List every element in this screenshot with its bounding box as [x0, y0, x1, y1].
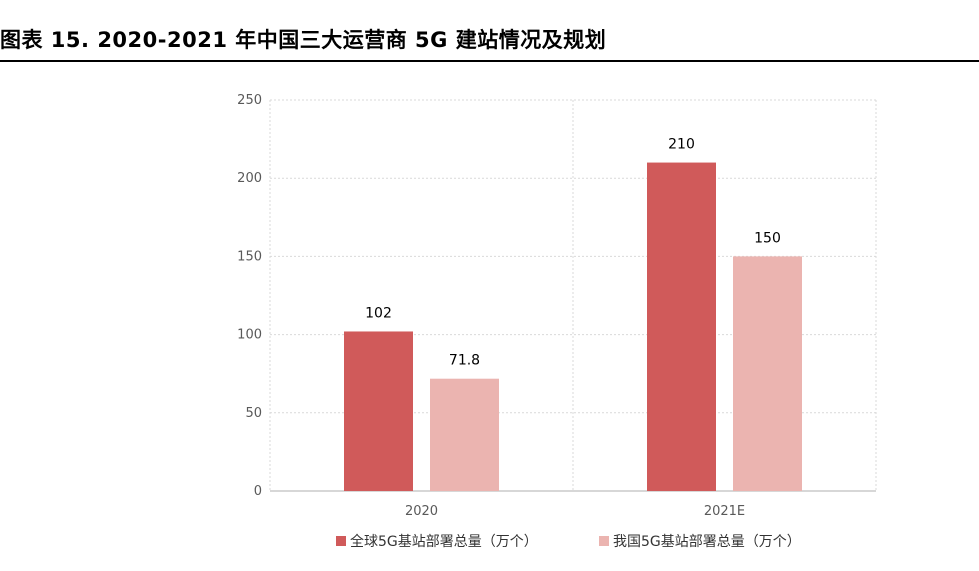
- data-label: 102: [365, 305, 392, 321]
- legend-label-2: 我国5G基站部署总量（万个）: [613, 533, 801, 550]
- data-label: 71.8: [449, 353, 480, 369]
- figure-title: 图表 15. 2020-2021 年中国三大运营商 5G 建站情况及规划: [0, 28, 607, 52]
- y-tick-label-4: 200: [237, 171, 262, 186]
- x-tick-label-0: 2020: [405, 504, 438, 519]
- bar-2020-series-2: [430, 378, 499, 491]
- data-label: 150: [754, 230, 781, 246]
- y-tick-label-0: 0: [254, 484, 262, 499]
- y-tick-label-3: 150: [237, 249, 262, 264]
- bar-2021E-series-2: [733, 256, 802, 491]
- data-label: 210: [668, 137, 695, 153]
- legend-swatch-2: [599, 536, 609, 546]
- y-tick-label-1: 50: [245, 406, 262, 421]
- title-rule: [0, 60, 979, 62]
- y-tick-label-5: 250: [237, 93, 262, 108]
- legend-label-1: 全球5G基站部署总量（万个）: [350, 533, 538, 550]
- bar-2020-series-1: [344, 331, 413, 491]
- bar-2021E-series-1: [647, 162, 716, 491]
- x-tick-label-1: 2021E: [704, 504, 745, 519]
- legend-swatch-1: [336, 536, 346, 546]
- y-tick-label-2: 100: [237, 328, 262, 343]
